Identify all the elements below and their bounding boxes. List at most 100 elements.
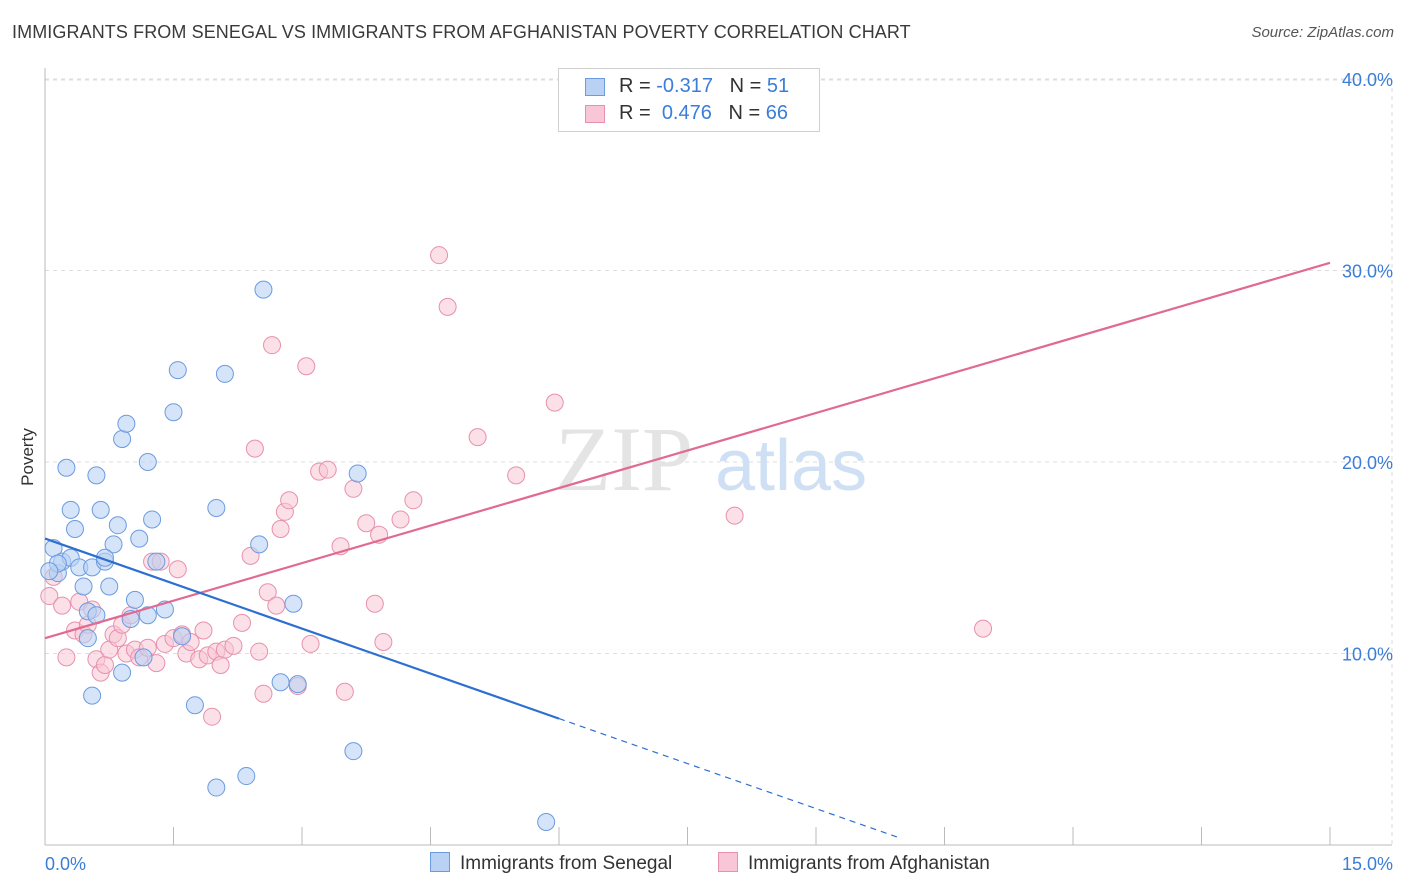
y-tick-label: 10.0% <box>1342 645 1393 665</box>
senegal-point <box>61 500 80 519</box>
afghanistan-point <box>438 297 457 316</box>
senegal-n-value: 51 <box>766 75 790 97</box>
y-tick-label: 40.0% <box>1342 70 1393 90</box>
x-tick-label: 0.0% <box>45 854 86 874</box>
senegal-point <box>537 813 556 832</box>
afghanistan-point <box>430 246 449 265</box>
afghanistan-point <box>254 684 273 703</box>
afghanistan-point <box>391 510 410 529</box>
afghanistan-n-label: N = <box>728 102 761 124</box>
afghanistan-point <box>224 636 243 655</box>
afghanistan-point <box>245 439 264 458</box>
afghanistan-n-value: 66 <box>765 102 789 124</box>
legend-afghanistan-label: Immigrants from Afghanistan <box>748 853 990 874</box>
afghanistan-point <box>95 655 114 674</box>
senegal-point <box>271 673 290 692</box>
senegal-point <box>348 464 367 483</box>
senegal-point <box>143 510 162 529</box>
senegal-trend-extension <box>558 718 902 840</box>
senegal-point <box>250 535 269 554</box>
senegal-point <box>130 529 149 548</box>
senegal-point <box>138 606 157 625</box>
senegal-point <box>164 403 183 422</box>
senegal-point <box>104 535 123 554</box>
afghanistan-point <box>211 655 230 674</box>
afghanistan-r-value: 0.476 <box>661 102 712 124</box>
senegal-swatch <box>585 78 605 96</box>
senegal-point <box>125 590 144 609</box>
afghanistan-point <box>507 466 526 485</box>
senegal-point <box>237 767 256 786</box>
trend-lines <box>44 261 1331 840</box>
afghanistan-point <box>297 357 316 376</box>
afghanistan-point <box>53 596 72 615</box>
senegal-point <box>284 594 303 613</box>
afghanistan-point <box>301 634 320 653</box>
source-credit: Source: ZipAtlas.com <box>1251 24 1394 41</box>
senegal-point <box>57 458 76 477</box>
tick-labels: 10.0% 20.0% 30.0% 40.0% 0.0% 15.0% <box>45 70 1393 874</box>
axes <box>44 68 1392 846</box>
senegal-point <box>138 453 157 471</box>
senegal-point <box>108 516 127 535</box>
x-tick-label: 15.0% <box>1342 854 1393 874</box>
afghanistan-point <box>374 633 393 652</box>
senegal-point <box>40 562 59 581</box>
afghanistan-point <box>263 336 282 355</box>
senegal-n-label: N = <box>729 75 762 97</box>
afghanistan-point <box>258 583 277 602</box>
afghanistan-point <box>250 642 269 661</box>
senegal-points <box>40 280 556 832</box>
afghanistan-point <box>194 621 213 640</box>
afghanistan-point <box>168 560 187 579</box>
senegal-point <box>207 498 226 517</box>
afghanistan-point <box>280 491 299 510</box>
senegal-point <box>215 364 234 383</box>
afghanistan-point <box>318 460 337 479</box>
stats-legend: R = -0.317 N = 51 R = 0.476 N = 66 <box>558 68 820 132</box>
senegal-point <box>91 500 110 519</box>
afghanistan-point <box>725 506 744 525</box>
afghanistan-point <box>545 393 564 412</box>
senegal-point <box>87 466 106 485</box>
senegal-point <box>207 778 226 797</box>
chart-title: IMMIGRANTS FROM SENEGAL VS IMMIGRANTS FR… <box>12 22 911 42</box>
senegal-point <box>100 577 119 596</box>
afghanistan-point <box>271 520 290 539</box>
senegal-point <box>113 663 132 682</box>
legend-item-afghanistan: Immigrants from Afghanistan <box>718 852 990 875</box>
afghanistan-point <box>57 648 76 667</box>
afghanistan-point <box>974 619 993 638</box>
y-tick-label: 20.0% <box>1342 453 1393 473</box>
afghanistan-point <box>365 594 384 613</box>
senegal-point <box>168 361 187 380</box>
afghanistan-point <box>357 514 376 533</box>
legend-item-senegal: Immigrants from Senegal <box>430 852 672 875</box>
senegal-r-value: -0.317 <box>656 75 713 97</box>
afghanistan-point <box>468 428 487 447</box>
afghanistan-trend-line <box>44 261 1331 640</box>
senegal-point <box>74 577 93 596</box>
afghanistan-swatch <box>585 105 605 123</box>
afghanistan-point <box>40 587 59 606</box>
afghanistan-r-label: R = <box>619 102 651 124</box>
senegal-trend-line <box>44 537 560 720</box>
senegal-point <box>134 648 153 667</box>
senegal-point <box>288 675 307 694</box>
afghanistan-point <box>267 596 286 615</box>
afghanistan-point <box>404 491 423 510</box>
senegal-point <box>344 742 363 761</box>
senegal-point <box>83 686 102 705</box>
senegal-point <box>113 430 132 449</box>
senegal-point <box>147 552 166 571</box>
watermark-atlas: atlas <box>715 426 867 506</box>
watermark-zip: ZIP <box>555 408 693 510</box>
senegal-point <box>254 280 273 299</box>
legend-senegal-swatch <box>430 852 450 872</box>
senegal-point <box>78 629 97 648</box>
afghanistan-point <box>344 479 363 498</box>
senegal-r-label: R = <box>619 75 651 97</box>
senegal-point <box>65 520 84 539</box>
legend-afghanistan-swatch <box>718 852 738 872</box>
